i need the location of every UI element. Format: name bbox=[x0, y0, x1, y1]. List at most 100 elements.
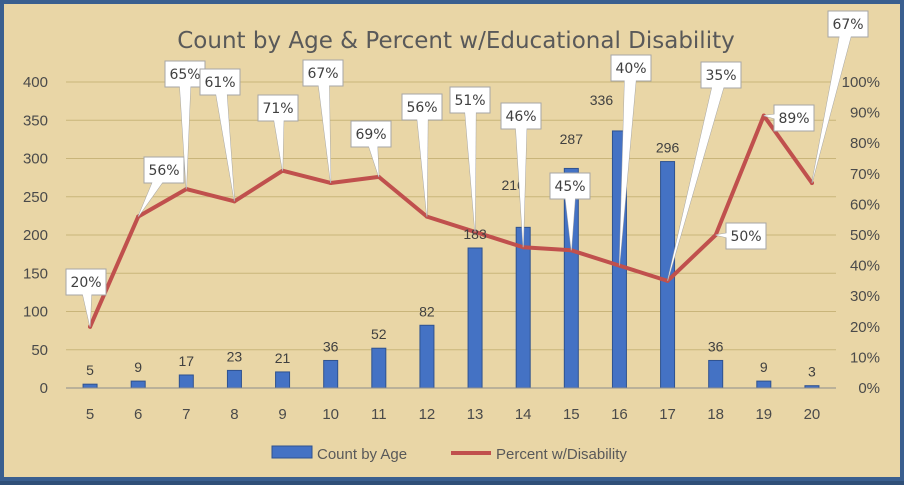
x-tick-label: 15 bbox=[563, 406, 580, 423]
percent-callout: 50% bbox=[715, 222, 767, 250]
callout-pointer-fill bbox=[763, 112, 795, 124]
count-label: 3 bbox=[808, 364, 816, 380]
chart-title: Count by Age & Percent w/Educational Dis… bbox=[177, 28, 734, 54]
percent-label: 69% bbox=[355, 127, 386, 143]
y-left-tick-label: 50 bbox=[31, 342, 48, 359]
count-label: 36 bbox=[708, 338, 724, 354]
percent-callout: 69% bbox=[350, 120, 392, 178]
legend-label-count: Count by Age bbox=[317, 446, 407, 463]
percent-label: 61% bbox=[204, 75, 235, 91]
y-right-tick-label: 0% bbox=[858, 380, 880, 397]
percent-label: 65% bbox=[169, 67, 200, 83]
chart-svg: Count by Age & Percent w/Educational Dis… bbox=[23, 10, 880, 463]
legend: Count by Age Percent w/Disability bbox=[271, 445, 627, 463]
callout-pointer-fill bbox=[564, 185, 576, 251]
percent-label: 56% bbox=[406, 100, 437, 116]
percent-line bbox=[88, 113, 814, 329]
percent-label: 45% bbox=[554, 179, 585, 195]
axes: 0 50 100 150 200 250 300 350 400 0% 10% 20% 30% 40% 50… bbox=[23, 74, 880, 423]
y-right-tick-label: 100% bbox=[842, 74, 880, 91]
count-label: 36 bbox=[323, 338, 339, 354]
y-right-tick-label: 80% bbox=[850, 135, 880, 152]
percent-label: 40% bbox=[615, 61, 646, 77]
x-tick-label: 20 bbox=[804, 406, 821, 423]
y-left-tick-label: 0 bbox=[40, 380, 48, 397]
callout-pointer-fill bbox=[317, 72, 331, 183]
callout-pointer-fill bbox=[515, 115, 527, 248]
percent-callout: 61% bbox=[199, 68, 241, 202]
x-tick-label: 19 bbox=[755, 406, 772, 423]
percent-label: 46% bbox=[505, 109, 536, 125]
bar bbox=[467, 247, 483, 389]
percent-callout: 46% bbox=[500, 102, 542, 248]
percent-callout: 89% bbox=[763, 104, 815, 132]
x-tick-label: 5 bbox=[86, 406, 94, 423]
percent-label: 20% bbox=[70, 275, 101, 291]
count-label: 183 bbox=[463, 226, 487, 242]
y-right-tick-label: 10% bbox=[850, 349, 880, 366]
count-label: 287 bbox=[560, 131, 584, 147]
count-label: 336 bbox=[590, 92, 614, 108]
y-right-tick-label: 30% bbox=[850, 288, 880, 305]
y-left-tick-label: 150 bbox=[23, 265, 48, 282]
bar bbox=[708, 359, 724, 389]
bar bbox=[515, 226, 531, 389]
callout-pointer-fill bbox=[272, 107, 284, 171]
y-left-tick-label: 400 bbox=[23, 74, 48, 91]
y-left-tick-label: 350 bbox=[23, 112, 48, 129]
y-right-tick-label: 60% bbox=[850, 196, 880, 213]
percent-label: 50% bbox=[730, 229, 761, 245]
y-left-tick-label: 200 bbox=[23, 227, 48, 244]
bar bbox=[130, 380, 146, 389]
y-right-tick-label: 70% bbox=[850, 166, 880, 183]
percent-callout: 45% bbox=[549, 172, 591, 251]
x-tick-label: 18 bbox=[707, 406, 724, 423]
bar-series bbox=[82, 130, 820, 389]
percent-label: 67% bbox=[832, 17, 863, 33]
count-label: 23 bbox=[227, 348, 243, 364]
callout-pointer-fill bbox=[667, 73, 727, 281]
callout-pointer-fill bbox=[464, 99, 476, 232]
percent-callout: 65% bbox=[164, 60, 206, 190]
callout-pointer-fill bbox=[416, 106, 428, 217]
y-right-tick-label: 40% bbox=[850, 258, 880, 275]
percent-label: 89% bbox=[778, 111, 809, 127]
percent-callout: 35% bbox=[667, 61, 742, 282]
callout-pointer-fill bbox=[365, 132, 379, 177]
y-left-tick-label: 250 bbox=[23, 189, 48, 206]
x-tick-label: 13 bbox=[467, 406, 484, 423]
x-tick-label: 12 bbox=[419, 406, 436, 423]
x-tick-label: 8 bbox=[230, 406, 238, 423]
y-left-tick-label: 300 bbox=[23, 151, 48, 168]
percent-label: 71% bbox=[262, 101, 293, 117]
y-left-tick-label: 100 bbox=[23, 304, 48, 321]
y-right-tick-label: 90% bbox=[850, 105, 880, 122]
count-label: 82 bbox=[419, 303, 435, 319]
callout-pointer-fill bbox=[80, 281, 92, 327]
x-tick-label: 9 bbox=[278, 406, 286, 423]
x-tick-label: 7 bbox=[182, 406, 190, 423]
bar bbox=[275, 371, 291, 389]
bar bbox=[323, 359, 339, 389]
bar bbox=[226, 369, 242, 389]
x-tick-label: 16 bbox=[611, 406, 628, 423]
callout-pointer-fill bbox=[138, 167, 170, 217]
callout-pointer-fill bbox=[811, 22, 854, 183]
percent-callout: 40% bbox=[610, 54, 652, 266]
callout-pointer-fill bbox=[715, 230, 747, 242]
y-right-tick-label: 50% bbox=[850, 227, 880, 244]
bar bbox=[178, 374, 194, 389]
percent-callout: 67% bbox=[302, 59, 344, 184]
percent-callout: 67% bbox=[811, 10, 869, 184]
y-right-tick-label: 20% bbox=[850, 319, 880, 336]
callout-pointer-fill bbox=[619, 67, 637, 266]
bar bbox=[419, 324, 435, 389]
percent-label: 35% bbox=[705, 68, 736, 84]
legend-swatch-count bbox=[271, 445, 313, 459]
x-tick-label: 10 bbox=[322, 406, 339, 423]
x-tick-label: 17 bbox=[659, 406, 676, 423]
x-tick-label: 14 bbox=[515, 406, 532, 423]
callout-pointer-fill bbox=[179, 73, 191, 190]
